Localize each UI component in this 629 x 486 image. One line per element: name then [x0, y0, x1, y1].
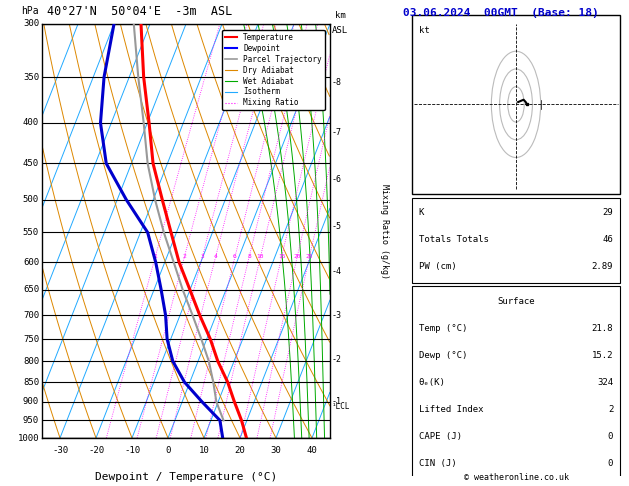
Text: 900: 900 — [23, 397, 39, 406]
Text: 40°27'N  50°04'E  -3m  ASL: 40°27'N 50°04'E -3m ASL — [47, 5, 232, 18]
Text: -2: -2 — [332, 355, 342, 364]
Text: hPa: hPa — [21, 6, 39, 16]
Text: CAPE (J): CAPE (J) — [419, 432, 462, 441]
Text: 850: 850 — [23, 378, 39, 387]
Text: kt: kt — [419, 26, 430, 35]
Bar — [413, 286, 620, 479]
Text: -5: -5 — [332, 222, 342, 231]
Text: 350: 350 — [23, 72, 39, 82]
Text: 950: 950 — [23, 416, 39, 425]
Text: Dewp (°C): Dewp (°C) — [419, 351, 467, 360]
Bar — [413, 15, 620, 194]
Text: 21.8: 21.8 — [592, 324, 613, 333]
Text: Dewpoint / Temperature (°C): Dewpoint / Temperature (°C) — [95, 472, 277, 482]
Text: -3: -3 — [332, 311, 342, 320]
Text: 600: 600 — [23, 258, 39, 267]
Text: Temp (°C): Temp (°C) — [419, 324, 467, 333]
Text: 03.06.2024  00GMT  (Base: 18): 03.06.2024 00GMT (Base: 18) — [403, 8, 599, 18]
Text: 2: 2 — [608, 405, 613, 414]
Text: km: km — [335, 11, 345, 20]
Text: 25: 25 — [306, 254, 313, 259]
Text: PW (cm): PW (cm) — [419, 262, 457, 271]
Text: K: K — [419, 208, 424, 217]
Text: CIN (J): CIN (J) — [419, 459, 457, 468]
Text: 450: 450 — [23, 159, 39, 168]
Text: 46: 46 — [603, 235, 613, 244]
Text: Mixing Ratio (g/kg): Mixing Ratio (g/kg) — [381, 184, 389, 278]
Text: ASL: ASL — [332, 26, 348, 35]
Text: 40: 40 — [306, 446, 318, 455]
Text: -30: -30 — [52, 446, 68, 455]
Text: 10: 10 — [257, 254, 264, 259]
Text: -7: -7 — [332, 128, 342, 137]
Text: © weatheronline.co.uk: © weatheronline.co.uk — [464, 473, 569, 482]
Text: 20: 20 — [235, 446, 245, 455]
Text: -8: -8 — [332, 78, 342, 87]
Text: 550: 550 — [23, 228, 39, 237]
Text: 6: 6 — [233, 254, 237, 259]
Text: 700: 700 — [23, 311, 39, 320]
Text: -4: -4 — [332, 267, 342, 276]
Text: 750: 750 — [23, 334, 39, 344]
Text: 30: 30 — [270, 446, 281, 455]
Text: 15: 15 — [278, 254, 286, 259]
Text: ¹LCL: ¹LCL — [332, 402, 350, 411]
Text: -20: -20 — [88, 446, 104, 455]
Text: 20: 20 — [294, 254, 301, 259]
Text: 324: 324 — [597, 378, 613, 387]
Text: Surface: Surface — [497, 297, 535, 306]
Text: Totals Totals: Totals Totals — [419, 235, 489, 244]
Text: Lifted Index: Lifted Index — [419, 405, 483, 414]
Text: 1000: 1000 — [18, 434, 39, 442]
Text: -10: -10 — [124, 446, 140, 455]
Text: 800: 800 — [23, 357, 39, 366]
Legend: Temperature, Dewpoint, Parcel Trajectory, Dry Adiabat, Wet Adiabat, Isotherm, Mi: Temperature, Dewpoint, Parcel Trajectory… — [223, 30, 325, 110]
Text: 4: 4 — [214, 254, 218, 259]
Bar — [413, 483, 620, 486]
Text: -1: -1 — [332, 397, 342, 406]
Text: 0: 0 — [608, 432, 613, 441]
Text: 10: 10 — [199, 446, 209, 455]
Text: 0: 0 — [165, 446, 170, 455]
Text: 29: 29 — [603, 208, 613, 217]
Text: 2.89: 2.89 — [592, 262, 613, 271]
Text: 1: 1 — [153, 254, 157, 259]
Text: 500: 500 — [23, 195, 39, 204]
Text: 0: 0 — [608, 459, 613, 468]
Text: 3: 3 — [201, 254, 204, 259]
Bar — [413, 198, 620, 283]
Text: 2: 2 — [182, 254, 186, 259]
Text: 15.2: 15.2 — [592, 351, 613, 360]
Text: θₑ(K): θₑ(K) — [419, 378, 446, 387]
Text: 300: 300 — [23, 19, 39, 29]
Text: 8: 8 — [247, 254, 251, 259]
Text: -6: -6 — [332, 175, 342, 184]
Text: 400: 400 — [23, 119, 39, 127]
Text: 650: 650 — [23, 285, 39, 295]
